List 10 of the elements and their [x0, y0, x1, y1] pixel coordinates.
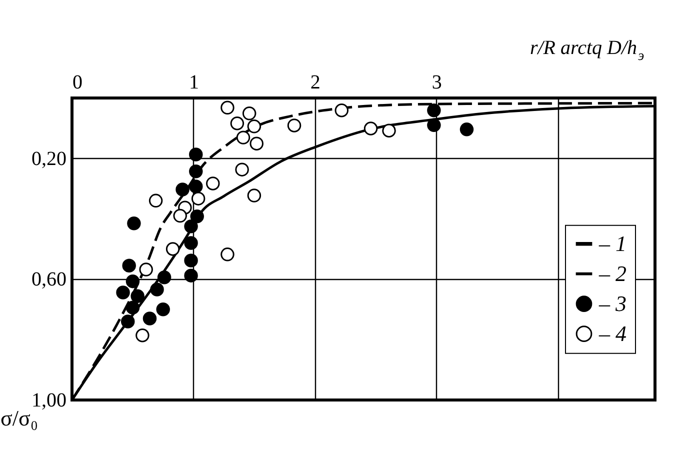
legend-label: – 3	[598, 290, 626, 316]
x-tick-label: 0	[72, 72, 82, 94]
x-tick-label: 3	[432, 72, 442, 94]
x-tick-label: 1	[188, 72, 199, 94]
y-tick-label: 0,20	[32, 148, 66, 170]
x-tick-label: 2	[310, 72, 320, 94]
legend-label: – 1	[598, 230, 626, 256]
legend-label: – 2	[598, 260, 626, 286]
y-tick-label: 0,60	[32, 268, 66, 291]
legend-label: – 4	[598, 320, 626, 346]
